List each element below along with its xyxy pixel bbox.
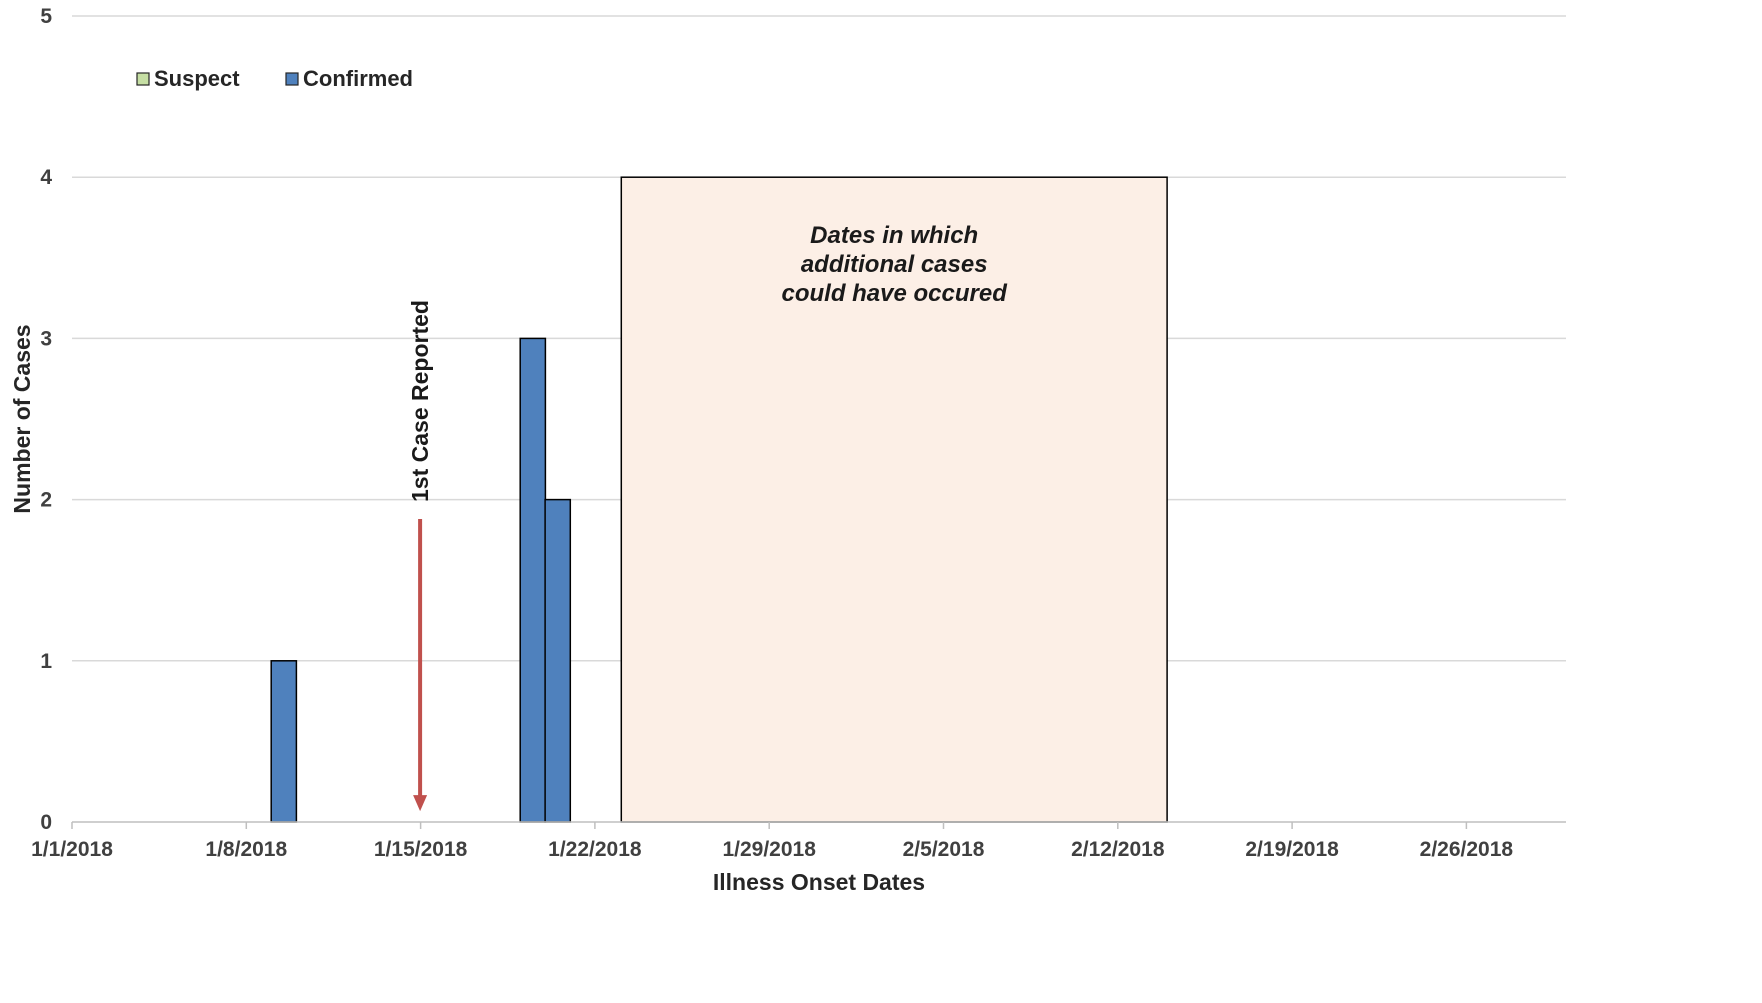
y-tick-label: 1: [40, 650, 52, 673]
x-tick-label: 1/22/2018: [548, 838, 642, 861]
axes: 0 1 2 3 4 5 1/1/2018 1/8/2018 1/15/2018 1/22/2018…: [31, 5, 1566, 861]
x-tick-label: 2/19/2018: [1245, 838, 1339, 861]
legend: Suspect Confirmed: [136, 66, 413, 91]
y-axis-title: Number of Cases: [9, 324, 35, 513]
annotations: 1st Case Reported: [407, 300, 433, 812]
bars: [270, 337, 572, 823]
x-axis-title: Illness Onset Dates: [713, 869, 925, 895]
y-tick-label: 5: [40, 5, 52, 28]
y-tick-label: 3: [40, 327, 52, 350]
x-tick-label: 2/26/2018: [1420, 838, 1514, 861]
legend-label-suspect: Suspect: [154, 66, 240, 91]
x-tick-label: 1/1/2018: [31, 838, 113, 861]
x-tick-label: 1/15/2018: [374, 838, 468, 861]
shaded-region-label: additional cases: [801, 251, 988, 278]
bar-confirmed: [270, 660, 298, 823]
y-tick-label: 0: [40, 811, 52, 834]
arrow-label: 1st Case Reported: [407, 300, 433, 502]
x-tick-label: 1/29/2018: [722, 838, 816, 861]
bar-confirmed: [544, 498, 572, 823]
y-tick-label: 4: [40, 166, 52, 189]
shaded-region-label: could have occured: [781, 280, 1008, 307]
bar-confirmed: [519, 337, 547, 823]
arrow-head: [413, 795, 428, 812]
y-tick-label: 2: [40, 489, 52, 512]
shaded-region: [620, 176, 1168, 823]
legend-swatch-suspect: [136, 72, 150, 86]
x-tick-label: 2/5/2018: [903, 838, 985, 861]
x-tick-label: 1/8/2018: [205, 838, 287, 861]
shaded-region-label: Dates in which: [810, 222, 978, 249]
x-tick-label: 2/12/2018: [1071, 838, 1165, 861]
legend-swatch-confirmed: [285, 72, 299, 86]
legend-label-confirmed: Confirmed: [303, 66, 413, 91]
